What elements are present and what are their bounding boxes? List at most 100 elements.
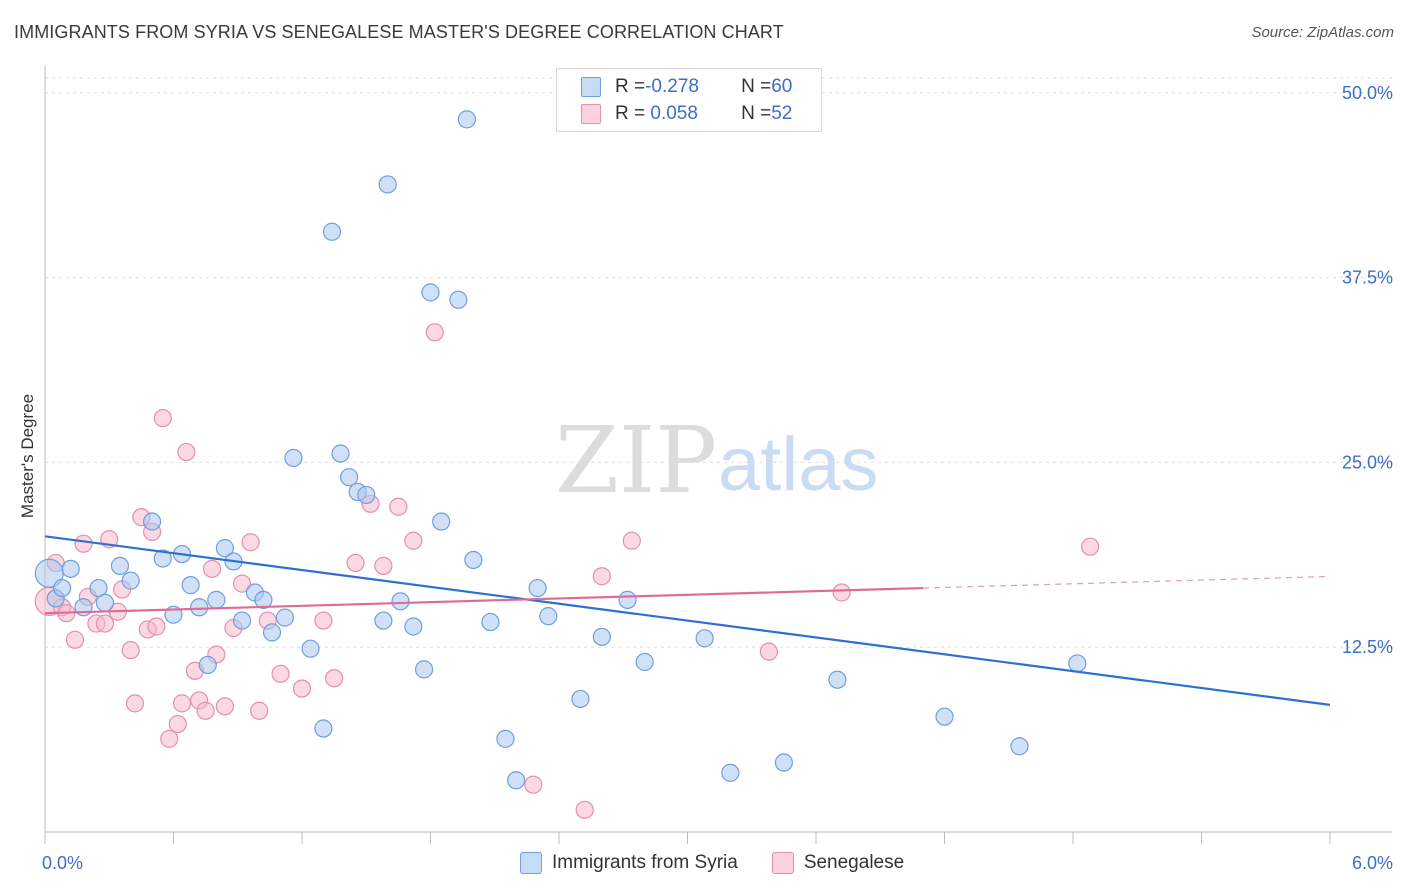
syria-point: [391, 592, 410, 611]
syria-point: [1010, 737, 1029, 756]
senegalese-point: [592, 567, 611, 586]
senegalese-points: [34, 323, 1100, 819]
senegalese-point: [425, 323, 444, 342]
senegalese-point: [177, 442, 196, 462]
senegalese-point: [250, 701, 269, 720]
senegalese-point: [241, 533, 260, 552]
senegal-trend-extension: [923, 575, 1331, 589]
syria-point: [539, 607, 558, 626]
senegalese-point: [271, 664, 290, 683]
syria-point: [571, 689, 590, 709]
senegalese-point: [1081, 537, 1100, 556]
chart-source: Source: ZipAtlas.com: [1251, 24, 1394, 41]
syria-point: [457, 110, 477, 129]
legend-row-senegal: R = 0.058 N = 52: [581, 102, 792, 126]
senegalese-point: [832, 583, 851, 602]
syria-point: [190, 598, 209, 617]
correlation-legend: R = -0.278 N = 60 R = 0.058 N = 52: [556, 68, 822, 132]
senegalese-point: [215, 697, 234, 716]
syria-point: [374, 611, 393, 630]
syria-point: [432, 512, 451, 531]
syria-point: [121, 571, 140, 590]
syria-point: [215, 539, 234, 558]
senegalese-point: [575, 800, 594, 819]
syria-point: [53, 578, 72, 598]
syria-point: [421, 283, 440, 302]
y-axis-label: Master's Degree: [18, 394, 37, 518]
syria-point: [721, 763, 740, 782]
y-tick-label: 12.5%: [1342, 637, 1393, 657]
series-legend: Immigrants from Syria Senegalese: [520, 852, 938, 874]
watermark-atlas: atlas: [718, 422, 879, 507]
legend-item-senegal[interactable]: Senegalese: [771, 852, 905, 874]
axes: [44, 66, 1392, 844]
senegalese-point: [65, 630, 85, 649]
syria-point: [378, 175, 397, 194]
tick-labels: 12.5% 25.0% 37.5% 50.0% 0.0% 6.0%: [42, 83, 1393, 873]
legend-r-value: -0.278: [645, 76, 699, 97]
watermark-zip: ZIP: [555, 407, 717, 514]
syria-point: [449, 290, 468, 309]
syria-point: [592, 627, 611, 646]
senegalese-point: [202, 559, 222, 578]
syria-point: [935, 707, 954, 726]
senegalese-point: [121, 641, 140, 660]
watermark: ZIP atlas: [555, 407, 879, 514]
syria-point: [254, 590, 273, 609]
senegalese-point: [160, 729, 179, 748]
trend-lines: [44, 535, 1331, 706]
senegalese-point: [524, 775, 543, 794]
syria-point: [314, 719, 333, 738]
senegalese-point: [168, 714, 187, 734]
syria-point: [464, 550, 483, 570]
legend-r-label: R =: [615, 103, 646, 124]
x-tick-label: 0.0%: [42, 853, 83, 873]
legend-n-label: N =: [741, 103, 772, 124]
senegalese-point: [172, 694, 192, 713]
syria-trend-line: [44, 535, 1331, 706]
senegalese-point: [147, 617, 166, 636]
senegalese-point: [346, 553, 365, 573]
legend-n-label: N =: [741, 76, 772, 97]
legend-r-value: 0.058: [645, 103, 698, 124]
syria-point: [301, 639, 320, 658]
y-tick-label: 25.0%: [1342, 452, 1393, 472]
syria-point: [207, 590, 226, 609]
syria-points: [34, 110, 1087, 790]
syria-point: [507, 771, 526, 790]
syria-point: [61, 559, 80, 578]
syria-point: [635, 652, 654, 672]
syria-point: [414, 660, 434, 679]
legend-n-value: 60: [771, 76, 793, 97]
syria-point: [110, 556, 130, 575]
legend-r-label: R =: [615, 76, 646, 97]
senegalese-point: [404, 531, 423, 550]
legend-senegal-label: Senegalese: [803, 852, 905, 873]
x-tick-label: 6.0%: [1352, 853, 1393, 873]
legend-item-syria[interactable]: Immigrants from Syria: [520, 852, 738, 874]
syria-point: [340, 468, 359, 487]
syria-point: [275, 608, 294, 627]
senegal-swatch: [771, 852, 794, 874]
syria-swatch: [581, 77, 601, 97]
syria-point: [695, 629, 714, 648]
senegalese-point: [153, 408, 172, 428]
y-tick-label: 37.5%: [1342, 268, 1393, 288]
syria-swatch: [520, 852, 542, 874]
y-tick-label: 50.0%: [1342, 83, 1393, 103]
syria-point: [481, 612, 500, 632]
senegalese-point: [196, 701, 215, 720]
syria-point: [404, 617, 423, 636]
legend-syria-label: Immigrants from Syria: [552, 852, 738, 873]
syria-point: [232, 611, 252, 630]
syria-point: [828, 670, 847, 689]
senegalese-point: [74, 534, 93, 553]
syria-point: [1068, 654, 1087, 673]
chart-title: IMMIGRANTS FROM SYRIA VS SENEGALESE MAST…: [14, 22, 784, 42]
senegalese-point: [622, 531, 641, 550]
senegalese-point: [374, 556, 393, 575]
syria-point: [618, 590, 637, 609]
syria-point: [198, 655, 217, 675]
senegalese-point: [232, 574, 252, 593]
